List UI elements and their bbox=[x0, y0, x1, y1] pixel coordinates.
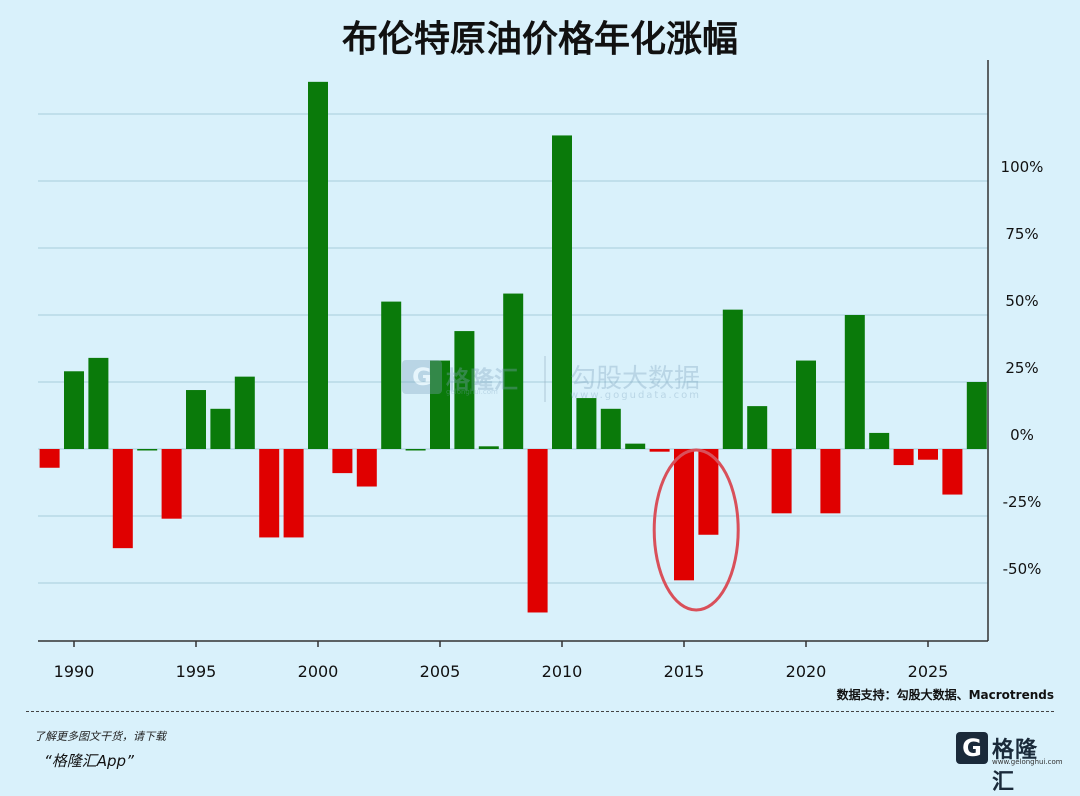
x-tick-label: 1995 bbox=[176, 662, 217, 681]
watermark-text: 勾股大数据 bbox=[570, 364, 701, 394]
bar-2003 bbox=[381, 301, 402, 449]
chart-title: 布伦特原油价格年化涨幅 bbox=[341, 19, 738, 60]
y-tick-label: 25% bbox=[1005, 359, 1038, 377]
watermark-divider bbox=[544, 356, 546, 402]
bar-2015 bbox=[674, 449, 694, 581]
x-tick-label: 2000 bbox=[298, 662, 339, 681]
source-note: 数据支持：勾股大数据、Macrotrends bbox=[836, 688, 1054, 702]
bar-2009 bbox=[527, 449, 548, 613]
bar-1996 bbox=[210, 408, 231, 449]
bar-1992 bbox=[112, 449, 133, 549]
bar-1990 bbox=[64, 371, 84, 449]
y-tick-label: -50% bbox=[1003, 560, 1042, 578]
footer-download-text: 了解更多图文干货，请下载 bbox=[34, 730, 166, 743]
y-tick-label: 100% bbox=[1001, 158, 1044, 176]
bar-2019 bbox=[771, 449, 792, 514]
bar-2011 bbox=[576, 398, 597, 449]
footer-app-name: “格隆汇App” bbox=[44, 752, 134, 770]
bar-1995 bbox=[186, 390, 206, 449]
bar-1989 bbox=[39, 449, 60, 468]
bar-2013 bbox=[625, 443, 646, 449]
bar-2001 bbox=[332, 449, 353, 474]
bar-1993 bbox=[137, 449, 158, 451]
bar-2005 bbox=[430, 360, 450, 449]
bar-1997 bbox=[234, 376, 255, 449]
bar-2021 bbox=[820, 449, 841, 514]
watermark-brand-url: gelonghui.com bbox=[446, 388, 498, 396]
y-tick-label: 0% bbox=[1010, 426, 1034, 444]
bar-2016 bbox=[698, 449, 719, 535]
bar-2007 bbox=[478, 446, 499, 449]
bar-2014 bbox=[649, 449, 670, 452]
x-tick-label: 1990 bbox=[54, 662, 95, 681]
y-tick-label: 50% bbox=[1005, 292, 1038, 310]
bar-2008 bbox=[503, 293, 524, 449]
x-tick-label: 2025 bbox=[908, 662, 949, 681]
footer-divider bbox=[26, 711, 1054, 712]
bar-1991 bbox=[88, 357, 109, 449]
logo-url: www.gelonghui.com bbox=[992, 758, 1063, 766]
x-tick-label: 2005 bbox=[420, 662, 461, 681]
watermark-url: www.gogudata.com bbox=[570, 390, 702, 401]
watermark-brand: 格隆汇 bbox=[446, 366, 518, 394]
brand-logo: G 格隆汇 www.gelonghui.com bbox=[956, 730, 1063, 795]
bar-2000 bbox=[308, 81, 328, 449]
logo-icon: G bbox=[956, 732, 988, 764]
x-tick-label: 2010 bbox=[542, 662, 583, 681]
bar-2017 bbox=[722, 309, 743, 449]
x-tick-label: 2015 bbox=[664, 662, 705, 681]
bar-2002 bbox=[356, 449, 377, 487]
bar-1999 bbox=[283, 449, 304, 538]
watermark-logo-icon: G bbox=[402, 360, 442, 394]
bars bbox=[39, 81, 987, 613]
bar-2022 bbox=[844, 315, 865, 449]
x-axis-labels: 1990 1995 2000 2005 2010 2015 2020 2025 bbox=[54, 641, 949, 681]
y-axis-labels: -50% -25% 0% 25% 50% 75% 100% bbox=[1001, 158, 1044, 578]
highlight-layer bbox=[652, 448, 740, 612]
bar-2020 bbox=[796, 360, 816, 449]
bar-2004 bbox=[405, 449, 426, 451]
bar-2024 bbox=[893, 449, 914, 466]
bar-2023 bbox=[869, 432, 890, 449]
bar-2012 bbox=[600, 408, 621, 449]
bar-2025 bbox=[918, 449, 938, 460]
bar-2026 bbox=[942, 449, 963, 495]
x-tick-label: 2020 bbox=[786, 662, 827, 681]
highlight-ellipse bbox=[652, 448, 740, 612]
watermark: G 格隆汇 gelonghui.com 勾股大数据 www.gogudata.c… bbox=[402, 352, 702, 408]
bar-2018 bbox=[747, 406, 768, 449]
bar-1994 bbox=[161, 449, 182, 519]
bar-2006 bbox=[454, 331, 475, 449]
y-tick-label: 75% bbox=[1005, 225, 1038, 243]
bar-2027 bbox=[966, 382, 987, 449]
bar-2010 bbox=[552, 135, 572, 449]
y-tick-label: -25% bbox=[1003, 493, 1042, 511]
bar-1998 bbox=[259, 449, 280, 538]
